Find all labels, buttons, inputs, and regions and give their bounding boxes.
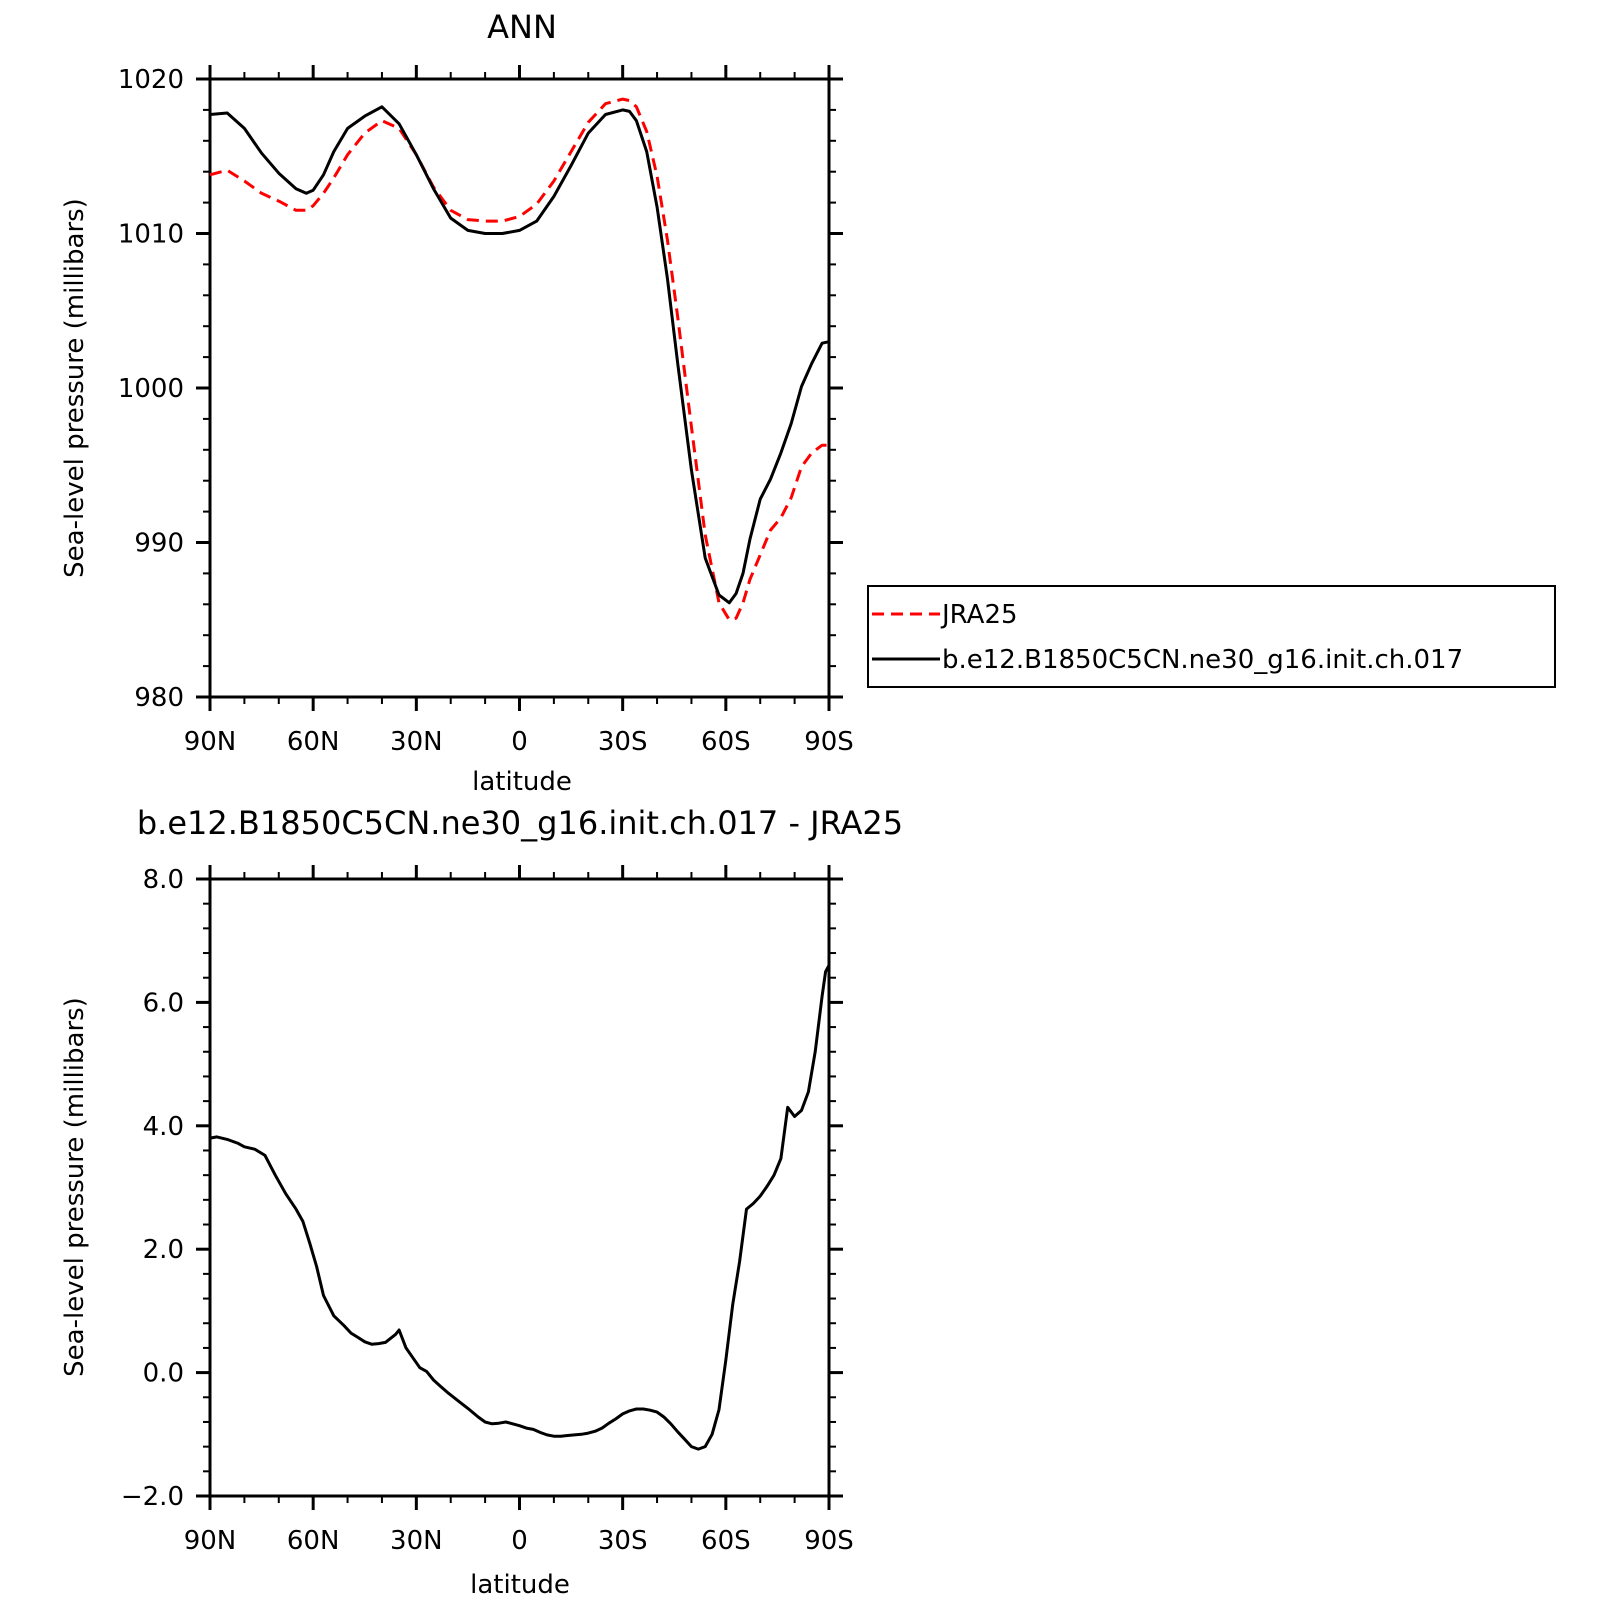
x-tick-label: 60N — [287, 727, 340, 757]
bottom-x-ticks: 90N 60N 30N 0 30S 60S 90S — [184, 865, 854, 1556]
x-tick-label: 60N — [287, 1526, 340, 1556]
y-tick-label: 4.0 — [143, 1112, 184, 1142]
y-tick-label: 2.0 — [143, 1235, 184, 1265]
top-x-axis-label: latitude — [472, 767, 572, 797]
x-tick-label: 30S — [598, 727, 648, 757]
x-tick-label: 90S — [804, 1526, 854, 1556]
bottom-y-ticks: −2.0 0.0 2.0 4.0 6.0 8.0 — [121, 865, 843, 1512]
top-x-ticks: 90N 60N 30N 0 30S 60S 90S — [184, 65, 854, 757]
bottom-series-lines — [209, 964, 831, 1451]
series-line-b-e12-b1850c5cn-ne30-g16-init-ch-017 — [209, 105, 830, 605]
series-line-jra25 — [209, 97, 829, 622]
y-tick-label: 0.0 — [143, 1359, 184, 1389]
x-tick-label: 90N — [184, 1526, 237, 1556]
top-series-lines — [209, 97, 830, 622]
x-tick-label: 90N — [184, 727, 237, 757]
y-tick-label: 1020 — [118, 65, 184, 95]
x-tick-label: 0 — [511, 727, 528, 757]
x-tick-label: 30N — [390, 727, 443, 757]
x-tick-label: 30N — [390, 1526, 443, 1556]
bottom-chart-title: b.e12.B1850C5CN.ne30_g16.init.ch.017 - J… — [137, 804, 903, 842]
bottom-plot-frame — [208, 877, 831, 1498]
series-line-difference — [209, 964, 831, 1451]
x-tick-label: 60S — [701, 1526, 751, 1556]
legend-label-model: b.e12.B1850C5CN.ne30_g16.init.ch.017 — [942, 645, 1463, 675]
y-tick-label: 980 — [134, 683, 184, 713]
x-tick-label: 0 — [511, 1526, 528, 1556]
legend-label-jra25: JRA25 — [940, 600, 1018, 630]
top-chart-title: ANN — [487, 8, 557, 46]
bottom-x-axis-label: latitude — [470, 1570, 570, 1600]
y-tick-label: −2.0 — [121, 1482, 184, 1512]
x-tick-label: 30S — [598, 1526, 648, 1556]
y-tick-label: 1010 — [118, 220, 184, 250]
y-tick-label: 990 — [134, 529, 184, 559]
top-y-ticks: 980 990 1000 1010 1020 — [118, 65, 843, 713]
x-tick-label: 60S — [701, 727, 751, 757]
y-tick-label: 8.0 — [143, 865, 184, 895]
legend: JRA25 b.e12.B1850C5CN.ne30_g16.init.ch.0… — [867, 585, 1556, 688]
bottom-y-axis-label: Sea-level pressure (millibars) — [60, 997, 90, 1377]
top-y-axis-label: Sea-level pressure (millibars) — [60, 198, 90, 578]
panel-bottom: b.e12.B1850C5CN.ne30_g16.init.ch.017 - J… — [60, 804, 903, 1600]
y-tick-label: 1000 — [118, 374, 184, 404]
x-tick-label: 90S — [804, 727, 854, 757]
top-plot-frame — [208, 77, 831, 699]
legend-box — [867, 585, 1556, 688]
y-tick-label: 6.0 — [143, 988, 184, 1018]
